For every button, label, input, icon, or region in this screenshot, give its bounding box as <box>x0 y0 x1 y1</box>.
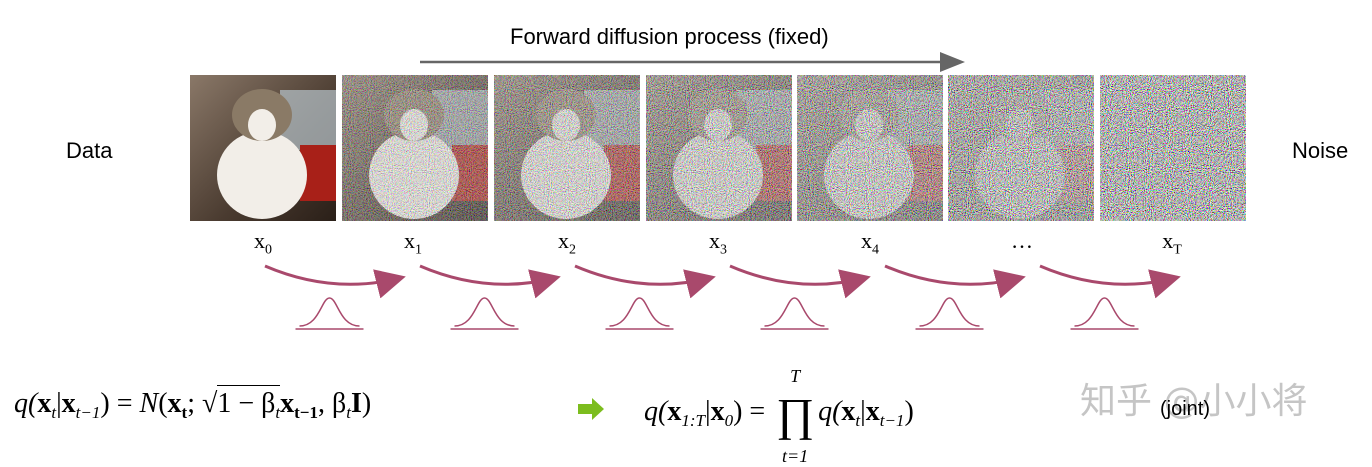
cat-face <box>248 109 276 141</box>
noise <box>342 75 488 221</box>
page: Forward diffusion process (fixed) Data N… <box>14 24 1349 466</box>
gaussian-curve <box>764 297 825 327</box>
watermark: 知乎 @小小将 <box>1080 381 1308 422</box>
implies-arrow <box>578 398 604 420</box>
transition-arrow <box>419 264 561 299</box>
state-index: T <box>1173 242 1182 258</box>
noise <box>948 75 1094 221</box>
image-tile <box>1100 75 1246 221</box>
gaussian-curve <box>1074 297 1135 327</box>
eq-part: ∏ <box>776 389 815 440</box>
eq-part: , β <box>317 388 347 419</box>
eq-part: 1 − β <box>217 388 276 419</box>
eq-part: q( <box>14 388 38 419</box>
state-index: 0 <box>265 242 272 258</box>
state-symbol: x <box>558 228 569 253</box>
state-label: xT <box>1162 228 1182 258</box>
eq-part: t−1 <box>879 411 905 430</box>
state-label: x3 <box>709 228 727 258</box>
state-label: x0 <box>254 228 272 258</box>
eq-part: ( <box>158 388 168 419</box>
transition-arrow <box>1039 264 1181 299</box>
gaussian-curve <box>454 297 515 327</box>
eq-part: x <box>841 396 856 427</box>
eq-part: x <box>865 396 880 427</box>
eq-part: t <box>855 411 861 430</box>
image-tile <box>646 75 792 221</box>
eq-part: ) = <box>733 396 773 427</box>
transition-arrow <box>884 264 1026 299</box>
eq-part: x <box>37 388 52 419</box>
state-index: 3 <box>720 242 727 258</box>
eq-part: t−1 <box>294 403 318 422</box>
state-label: … <box>1011 228 1033 254</box>
eq-part: | <box>704 396 711 427</box>
noise <box>797 75 943 221</box>
eq-part: T <box>790 366 801 386</box>
diagram <box>190 52 1246 420</box>
eq-part: t−1 <box>75 403 101 422</box>
gaussian-curve <box>919 297 980 327</box>
noise <box>494 75 640 221</box>
eq-part: 1:T <box>681 411 705 430</box>
state-label: x1 <box>404 228 422 258</box>
eq-part: t <box>51 403 57 422</box>
noise <box>646 75 792 221</box>
state-symbol: x <box>254 228 265 253</box>
state-label: x2 <box>558 228 576 258</box>
right-label: Noise <box>1292 138 1349 163</box>
eq-part: ) = <box>100 388 140 419</box>
state-symbol: x <box>709 228 720 253</box>
noise <box>1100 75 1246 221</box>
image-tile <box>797 75 943 221</box>
state-index: 4 <box>872 242 879 258</box>
transition-arrow <box>264 264 406 299</box>
eq-part: q( <box>644 396 668 427</box>
eq-part: x <box>167 388 182 419</box>
eq-part: ) <box>904 396 914 427</box>
eq-part: N <box>139 388 159 419</box>
eq-part: t <box>275 403 281 422</box>
state-symbol: x <box>1162 228 1174 253</box>
cat-body <box>217 131 307 219</box>
image-tile <box>190 75 336 221</box>
state-index: 1 <box>415 242 422 258</box>
state-symbol: … <box>1011 228 1033 253</box>
eq-part: x <box>280 388 295 419</box>
state-symbol: x <box>861 228 872 253</box>
state-label: x4 <box>861 228 879 258</box>
state-index: 2 <box>569 242 576 258</box>
eq-part: I <box>350 388 362 419</box>
eq-part: q( <box>818 396 842 427</box>
eq-part: | <box>860 396 866 427</box>
eq-part: x <box>61 388 76 419</box>
image-tile <box>948 75 1094 221</box>
eq-part: t <box>181 403 188 422</box>
eq-part: ; <box>187 388 202 419</box>
transition-arrow <box>574 264 716 299</box>
title: Forward diffusion process (fixed) <box>510 24 829 49</box>
gaussian-curve <box>609 297 670 327</box>
left-label: Data <box>66 138 113 163</box>
eq-part: ) <box>361 388 372 419</box>
eq-part: t=1 <box>782 446 809 466</box>
image-tile <box>494 75 640 221</box>
image-tile <box>342 75 488 221</box>
eq-part: x <box>710 396 725 427</box>
joint-note: (joint) <box>1160 398 1211 420</box>
transition-arrow <box>729 264 871 299</box>
eq-part: 0 <box>724 411 734 430</box>
eq-part: √ <box>201 388 218 419</box>
eq-part: x <box>667 396 682 427</box>
eq-part: t <box>346 403 351 422</box>
gaussian-curve <box>299 297 360 327</box>
step-equation: q(xt|xt−1) = N(xt; √1 − βtxt−1, βtI) <box>14 385 372 423</box>
state-symbol: x <box>404 228 415 253</box>
eq-part: | <box>56 388 62 419</box>
